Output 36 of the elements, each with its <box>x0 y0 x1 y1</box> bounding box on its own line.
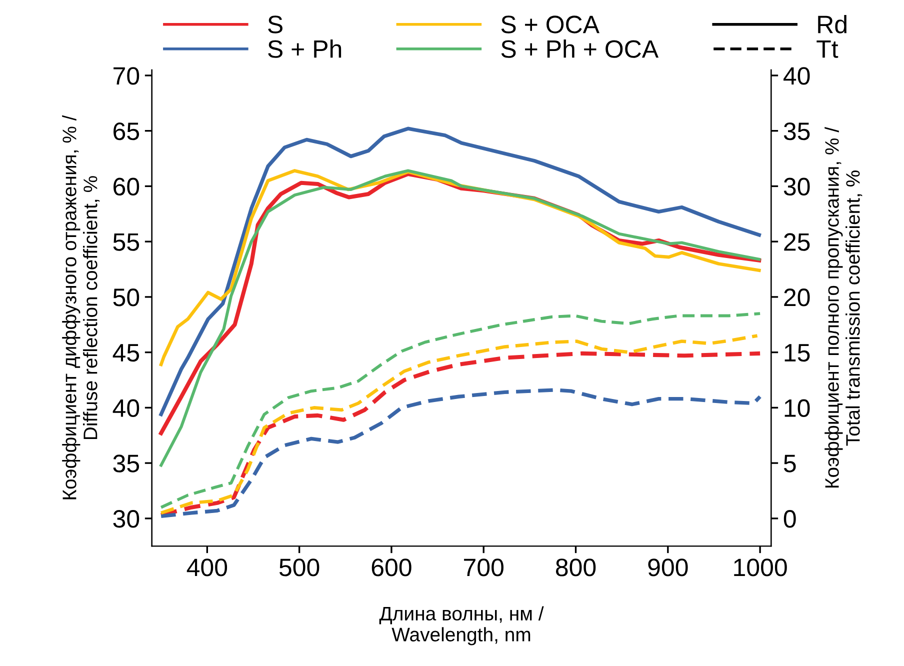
x-axis-title: Длина волны, нм / Wavelength, nm <box>379 606 544 646</box>
y-tick-label: 45 <box>112 344 140 362</box>
y-tick-label: 60 <box>114 178 140 196</box>
y-axis-title: Коэффициент диффузного отражения, % / Diffuse reflection coefficient, % <box>62 115 100 500</box>
legend-label: S <box>268 16 282 34</box>
x-tick-label: 800 <box>556 558 596 576</box>
y2-tick-label: 35 <box>784 122 810 140</box>
y2-tick-label: 5 <box>784 454 796 472</box>
y-tick-label: 50 <box>113 288 140 306</box>
y-tick-label: 70 <box>114 67 140 85</box>
y2-tick-label: 30 <box>784 178 810 196</box>
y2-axis-title: Коэффициент полного пропускания, % / Total transmission coefficient, % <box>824 126 862 488</box>
y-tick-label: 65 <box>114 122 140 140</box>
x-tick-label: 900 <box>648 558 688 576</box>
y-tick-label: 40 <box>112 399 140 417</box>
legend-label: S + OCA <box>501 16 600 34</box>
y-tick-label: 30 <box>113 510 140 528</box>
y-tick-label: 35 <box>113 454 140 472</box>
x-tick-label: 1000 <box>734 558 787 576</box>
text: Rd <box>818 15 846 34</box>
line-series <box>159 126 761 416</box>
y2-tick-label: 25 <box>784 233 810 251</box>
y2-tick-label: 40 <box>783 67 810 85</box>
x-tick-label: 400 <box>186 558 228 576</box>
x-tick-label: 600 <box>372 558 412 576</box>
line-series <box>159 388 762 518</box>
y2-tick-label: 20 <box>784 288 810 306</box>
y2-tick-label: 10 <box>784 399 810 417</box>
x-tick-label: 500 <box>279 558 320 576</box>
legend-label: S + Ph + OCA <box>501 40 659 58</box>
text: Tt <box>816 40 838 58</box>
x-tick-label: 700 <box>464 558 504 576</box>
y-tick-label: 55 <box>113 233 140 251</box>
y2-tick-label: 0 <box>784 510 796 528</box>
legend-label: S + Ph <box>268 40 342 58</box>
y2-tick-label: 15 <box>784 344 810 362</box>
